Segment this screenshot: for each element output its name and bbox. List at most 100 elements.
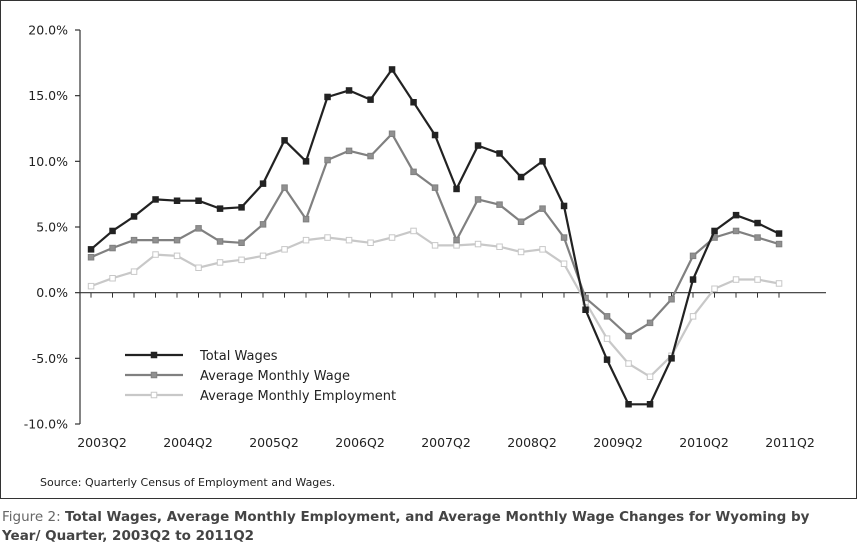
data-point-marker bbox=[474, 196, 482, 203]
series-line bbox=[90, 68, 780, 406]
line-chart: 20.0% 15.0% 10.0% 5.0% 0.0% -5.0% -10.0% 2003Q2… bbox=[24, 23, 826, 450]
x-tick-label: 2008Q2 bbox=[507, 435, 557, 450]
data-point-marker bbox=[560, 202, 568, 210]
legend-entry: Average Monthly Employment bbox=[125, 389, 396, 404]
y-tick-label: 0.0% bbox=[36, 285, 68, 300]
y-tick-label: 10.0% bbox=[28, 154, 68, 169]
data-point-marker bbox=[775, 280, 783, 287]
series-average-monthly-employment bbox=[87, 227, 783, 380]
data-point-marker bbox=[431, 131, 439, 139]
data-point-marker bbox=[367, 152, 374, 160]
legend-entry: Total Wages bbox=[125, 349, 278, 364]
data-point-marker bbox=[367, 239, 374, 246]
figure-caption: Figure 2: Total Wages, Average Monthly E… bbox=[2, 508, 842, 546]
data-point-marker bbox=[410, 227, 417, 235]
chart-frame bbox=[0, 0, 857, 499]
legend-label: Average Monthly Employment bbox=[200, 389, 396, 404]
data-point-marker bbox=[689, 252, 697, 260]
data-point-marker bbox=[689, 276, 697, 283]
data-point-marker bbox=[367, 96, 374, 103]
data-point-marker bbox=[453, 242, 460, 249]
data-point-marker bbox=[646, 319, 654, 327]
data-point-marker bbox=[238, 204, 245, 211]
data-point-marker bbox=[603, 313, 611, 320]
data-point-marker bbox=[152, 251, 159, 258]
data-point-marker bbox=[388, 234, 396, 241]
y-tick-label: 15.0% bbox=[28, 88, 68, 103]
data-point-marker bbox=[345, 236, 353, 244]
legend-label: Average Monthly Wage bbox=[200, 369, 350, 384]
data-point-marker bbox=[711, 227, 718, 235]
data-point-marker bbox=[539, 205, 546, 212]
data-point-marker bbox=[410, 168, 417, 176]
data-point-marker bbox=[281, 137, 288, 144]
data-point-marker bbox=[625, 401, 632, 408]
data-point-marker bbox=[238, 256, 245, 264]
data-point-marker bbox=[754, 276, 761, 283]
data-point-marker bbox=[109, 227, 116, 235]
data-point-marker bbox=[453, 185, 460, 193]
series-line bbox=[90, 229, 780, 378]
data-point-marker bbox=[431, 184, 439, 191]
data-point-marker bbox=[732, 211, 740, 219]
x-tick-label: 2007Q2 bbox=[421, 435, 471, 450]
data-point-marker bbox=[195, 197, 202, 204]
data-point-marker bbox=[603, 335, 611, 342]
data-point-marker bbox=[496, 150, 503, 157]
data-point-marker bbox=[646, 401, 654, 408]
data-point-marker bbox=[732, 227, 740, 235]
data-point-marker bbox=[281, 246, 288, 253]
data-point-marker bbox=[539, 158, 546, 165]
data-point-marker bbox=[173, 236, 181, 244]
data-point-marker bbox=[517, 173, 525, 181]
data-point-marker bbox=[603, 356, 611, 363]
series-average-monthly-wage bbox=[87, 130, 783, 340]
data-point-marker bbox=[259, 180, 267, 187]
legend-swatch-marker bbox=[150, 391, 158, 399]
data-point-marker bbox=[474, 240, 482, 248]
data-point-marker bbox=[496, 243, 503, 250]
legend-swatch-marker bbox=[150, 351, 158, 359]
data-point-marker bbox=[152, 236, 159, 244]
data-point-marker bbox=[259, 252, 267, 260]
caption-text: Total Wages, Average Monthly Employment,… bbox=[2, 509, 810, 544]
data-point-marker bbox=[775, 240, 783, 248]
data-point-marker bbox=[109, 244, 116, 252]
data-point-marker bbox=[302, 215, 310, 223]
data-point-marker bbox=[625, 360, 632, 367]
data-point-marker bbox=[324, 156, 331, 164]
data-point-marker bbox=[195, 225, 202, 232]
data-point-marker bbox=[517, 248, 525, 256]
data-point-marker bbox=[281, 184, 288, 191]
x-tick-label: 2009Q2 bbox=[593, 435, 643, 450]
y-tick-label: -5.0% bbox=[32, 351, 68, 366]
data-point-marker bbox=[582, 306, 589, 313]
data-point-marker bbox=[517, 218, 525, 225]
data-point-marker bbox=[625, 332, 632, 340]
x-tick-label: 2004Q2 bbox=[163, 435, 213, 450]
data-point-marker bbox=[560, 234, 568, 241]
y-tick-label: 5.0% bbox=[36, 220, 68, 235]
data-point-marker bbox=[754, 234, 761, 241]
data-point-marker bbox=[345, 147, 353, 155]
data-point-marker bbox=[130, 213, 138, 220]
data-point-marker bbox=[668, 296, 675, 303]
data-point-marker bbox=[496, 201, 503, 208]
data-point-marker bbox=[216, 205, 224, 212]
data-point-marker bbox=[302, 236, 310, 244]
data-point-marker bbox=[173, 252, 181, 260]
data-point-marker bbox=[238, 239, 245, 246]
data-point-marker bbox=[775, 230, 783, 237]
data-point-marker bbox=[324, 234, 331, 241]
data-point-marker bbox=[173, 197, 181, 204]
data-point-marker bbox=[345, 87, 353, 94]
y-tick-label: 20.0% bbox=[28, 23, 68, 38]
caption-lead: Figure 2: bbox=[2, 509, 65, 525]
data-point-marker bbox=[410, 99, 417, 106]
series-total-wages bbox=[87, 66, 783, 408]
data-point-marker bbox=[87, 254, 95, 261]
x-tick-label: 2010Q2 bbox=[679, 435, 729, 450]
data-point-marker bbox=[87, 282, 95, 290]
data-point-marker bbox=[474, 142, 482, 149]
series-line bbox=[90, 132, 780, 338]
